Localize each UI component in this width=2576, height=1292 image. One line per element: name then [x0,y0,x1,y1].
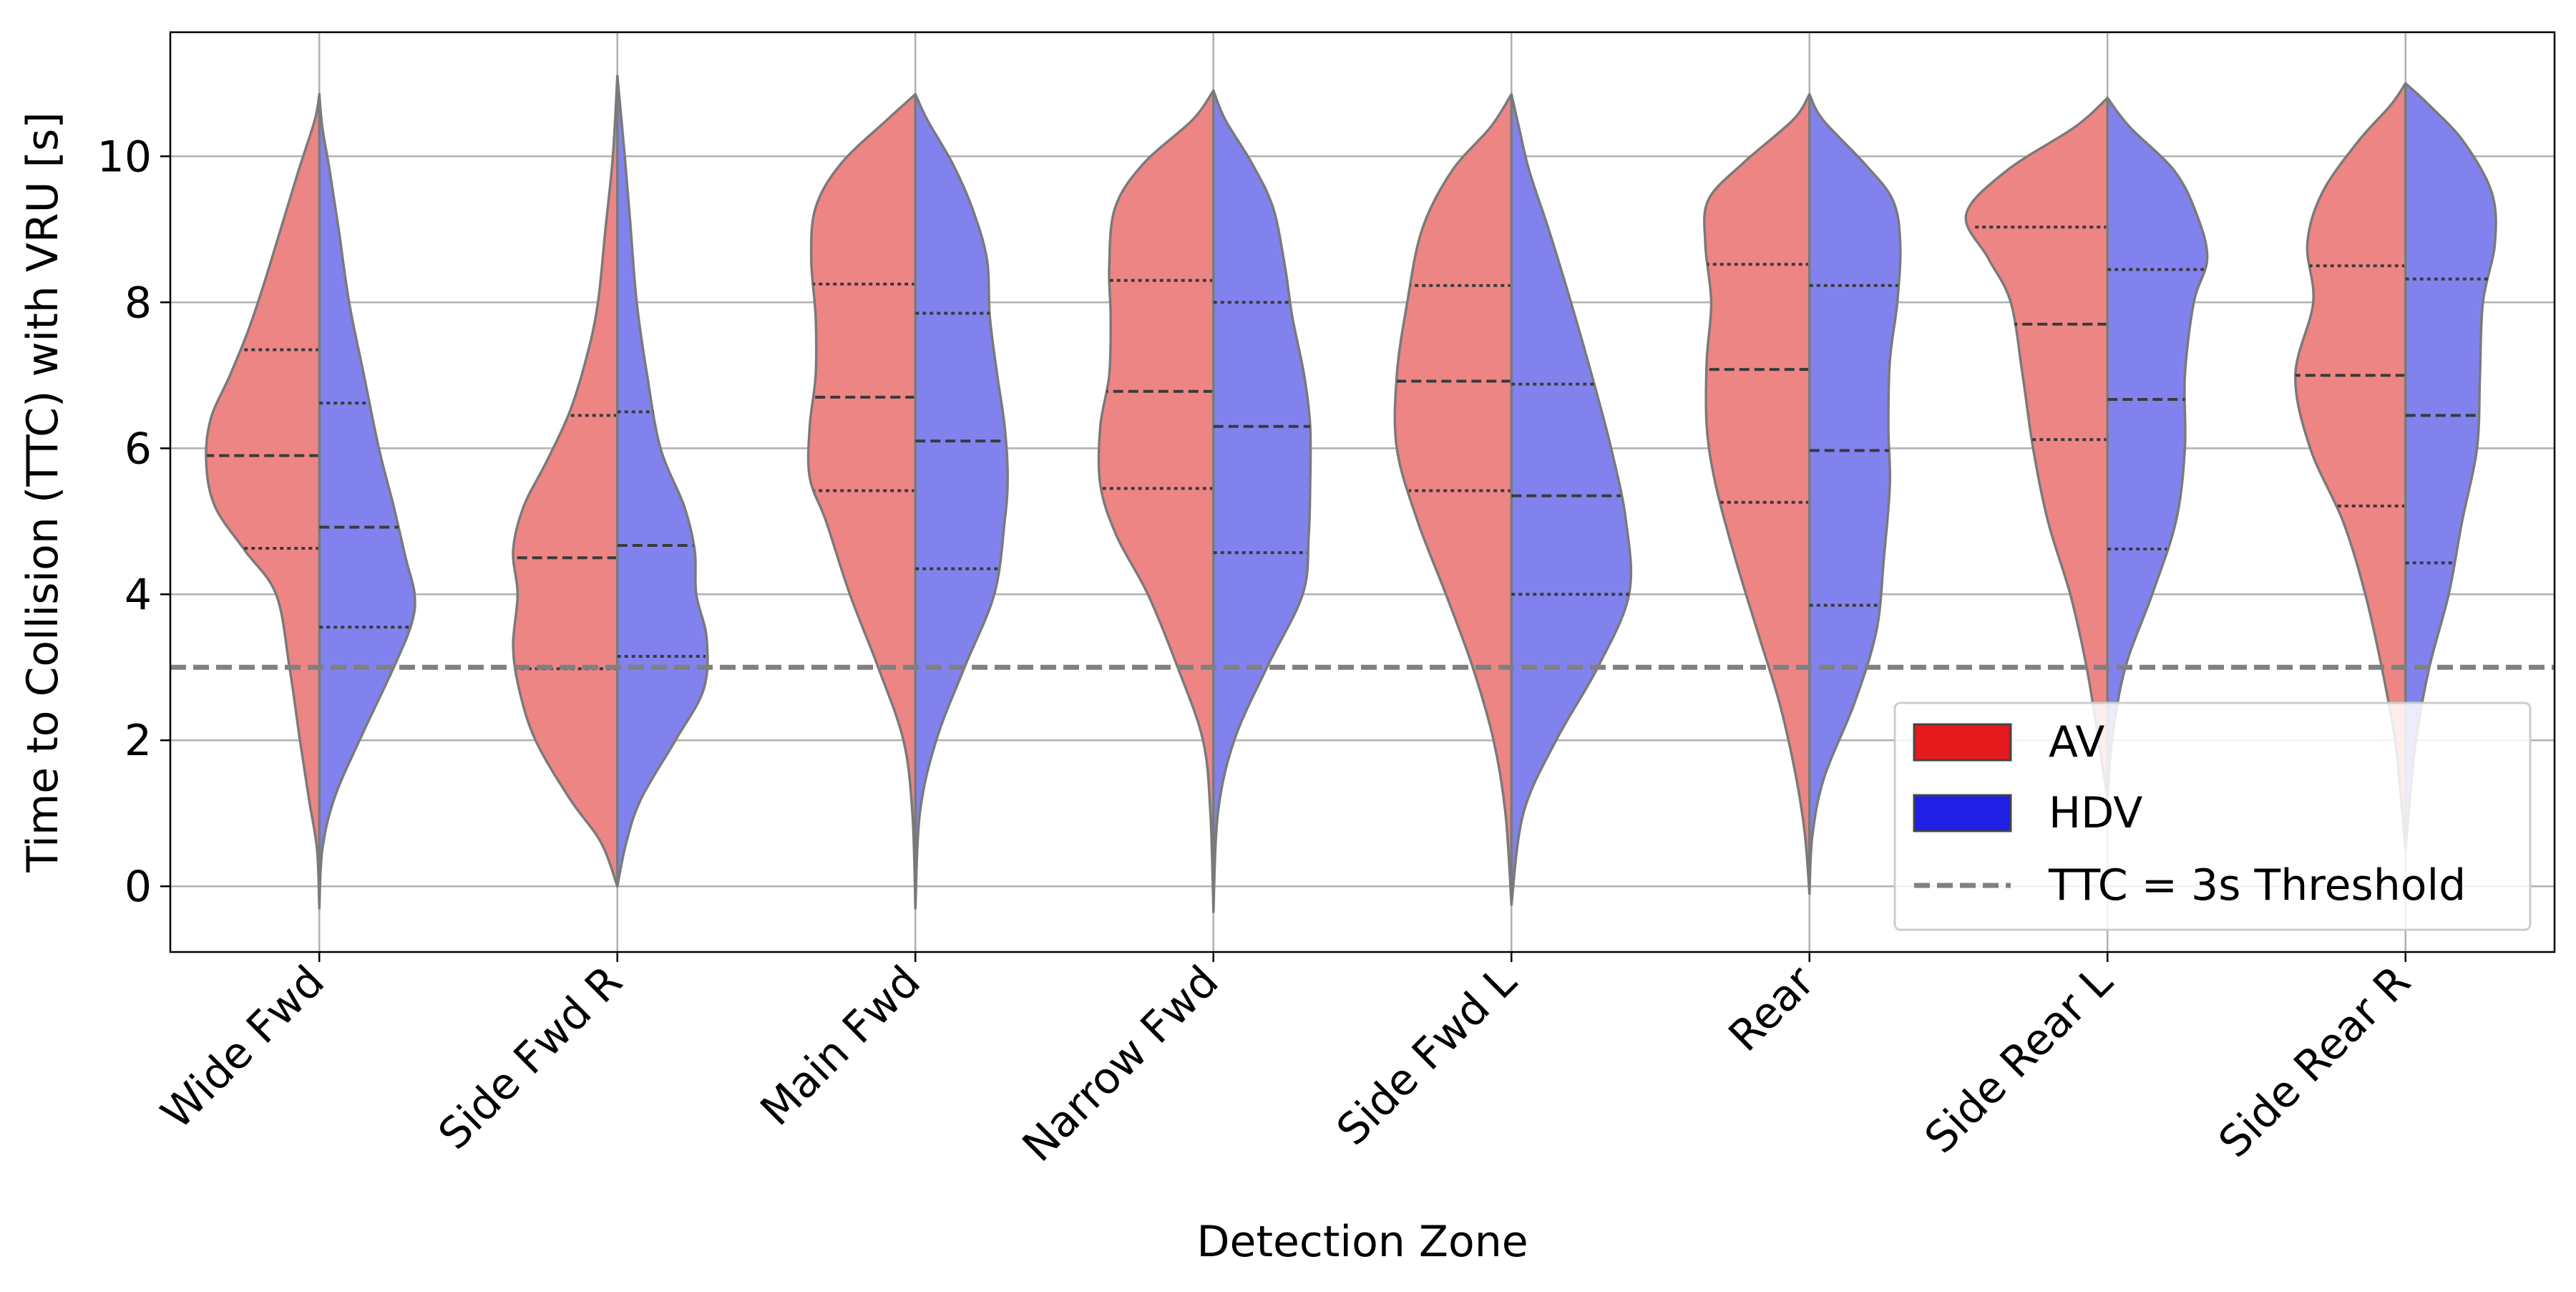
legend-label-av: AV [2049,717,2104,767]
legend-swatch-av [1913,723,2012,762]
legend: AV HDV TTC = 3s Threshold [1893,701,2532,931]
y-axis-label: Time to Collision (TTC) with VRU [s] [18,112,68,873]
legend-swatch-hdv [1913,794,2012,832]
y-tick-label: 8 [125,278,152,328]
legend-label-threshold: TTC = 3s Threshold [2048,860,2466,910]
violin-av-4 [1097,89,1215,913]
x-axis-label: Detection Zone [1196,1217,1528,1267]
y-tick-label: 10 [97,132,152,182]
violins [205,74,2497,913]
y-tick-label: 4 [125,570,152,620]
y-tick-label: 2 [125,716,152,766]
violin-hdv-4 [1212,89,1312,913]
violin-av-6 [1702,92,1811,895]
violin-hdv-3 [914,92,1009,910]
y-tick-label: 6 [125,424,152,474]
violin-hdv-1 [318,92,416,910]
violin-av-7 [1964,97,2109,800]
violin-av-2 [512,74,619,888]
plot-frame [169,31,2556,953]
violin-hdv-2 [616,74,709,888]
violin-hdv-5 [1510,92,1633,906]
violin-av-5 [1393,92,1513,906]
violin-av-3 [806,92,917,910]
legend-box [1893,701,2532,931]
y-tick-label: 0 [125,862,152,912]
violin-hdv-6 [1808,92,1902,895]
violin-av-1 [205,92,321,910]
legend-label-hdv: HDV [2049,788,2142,838]
